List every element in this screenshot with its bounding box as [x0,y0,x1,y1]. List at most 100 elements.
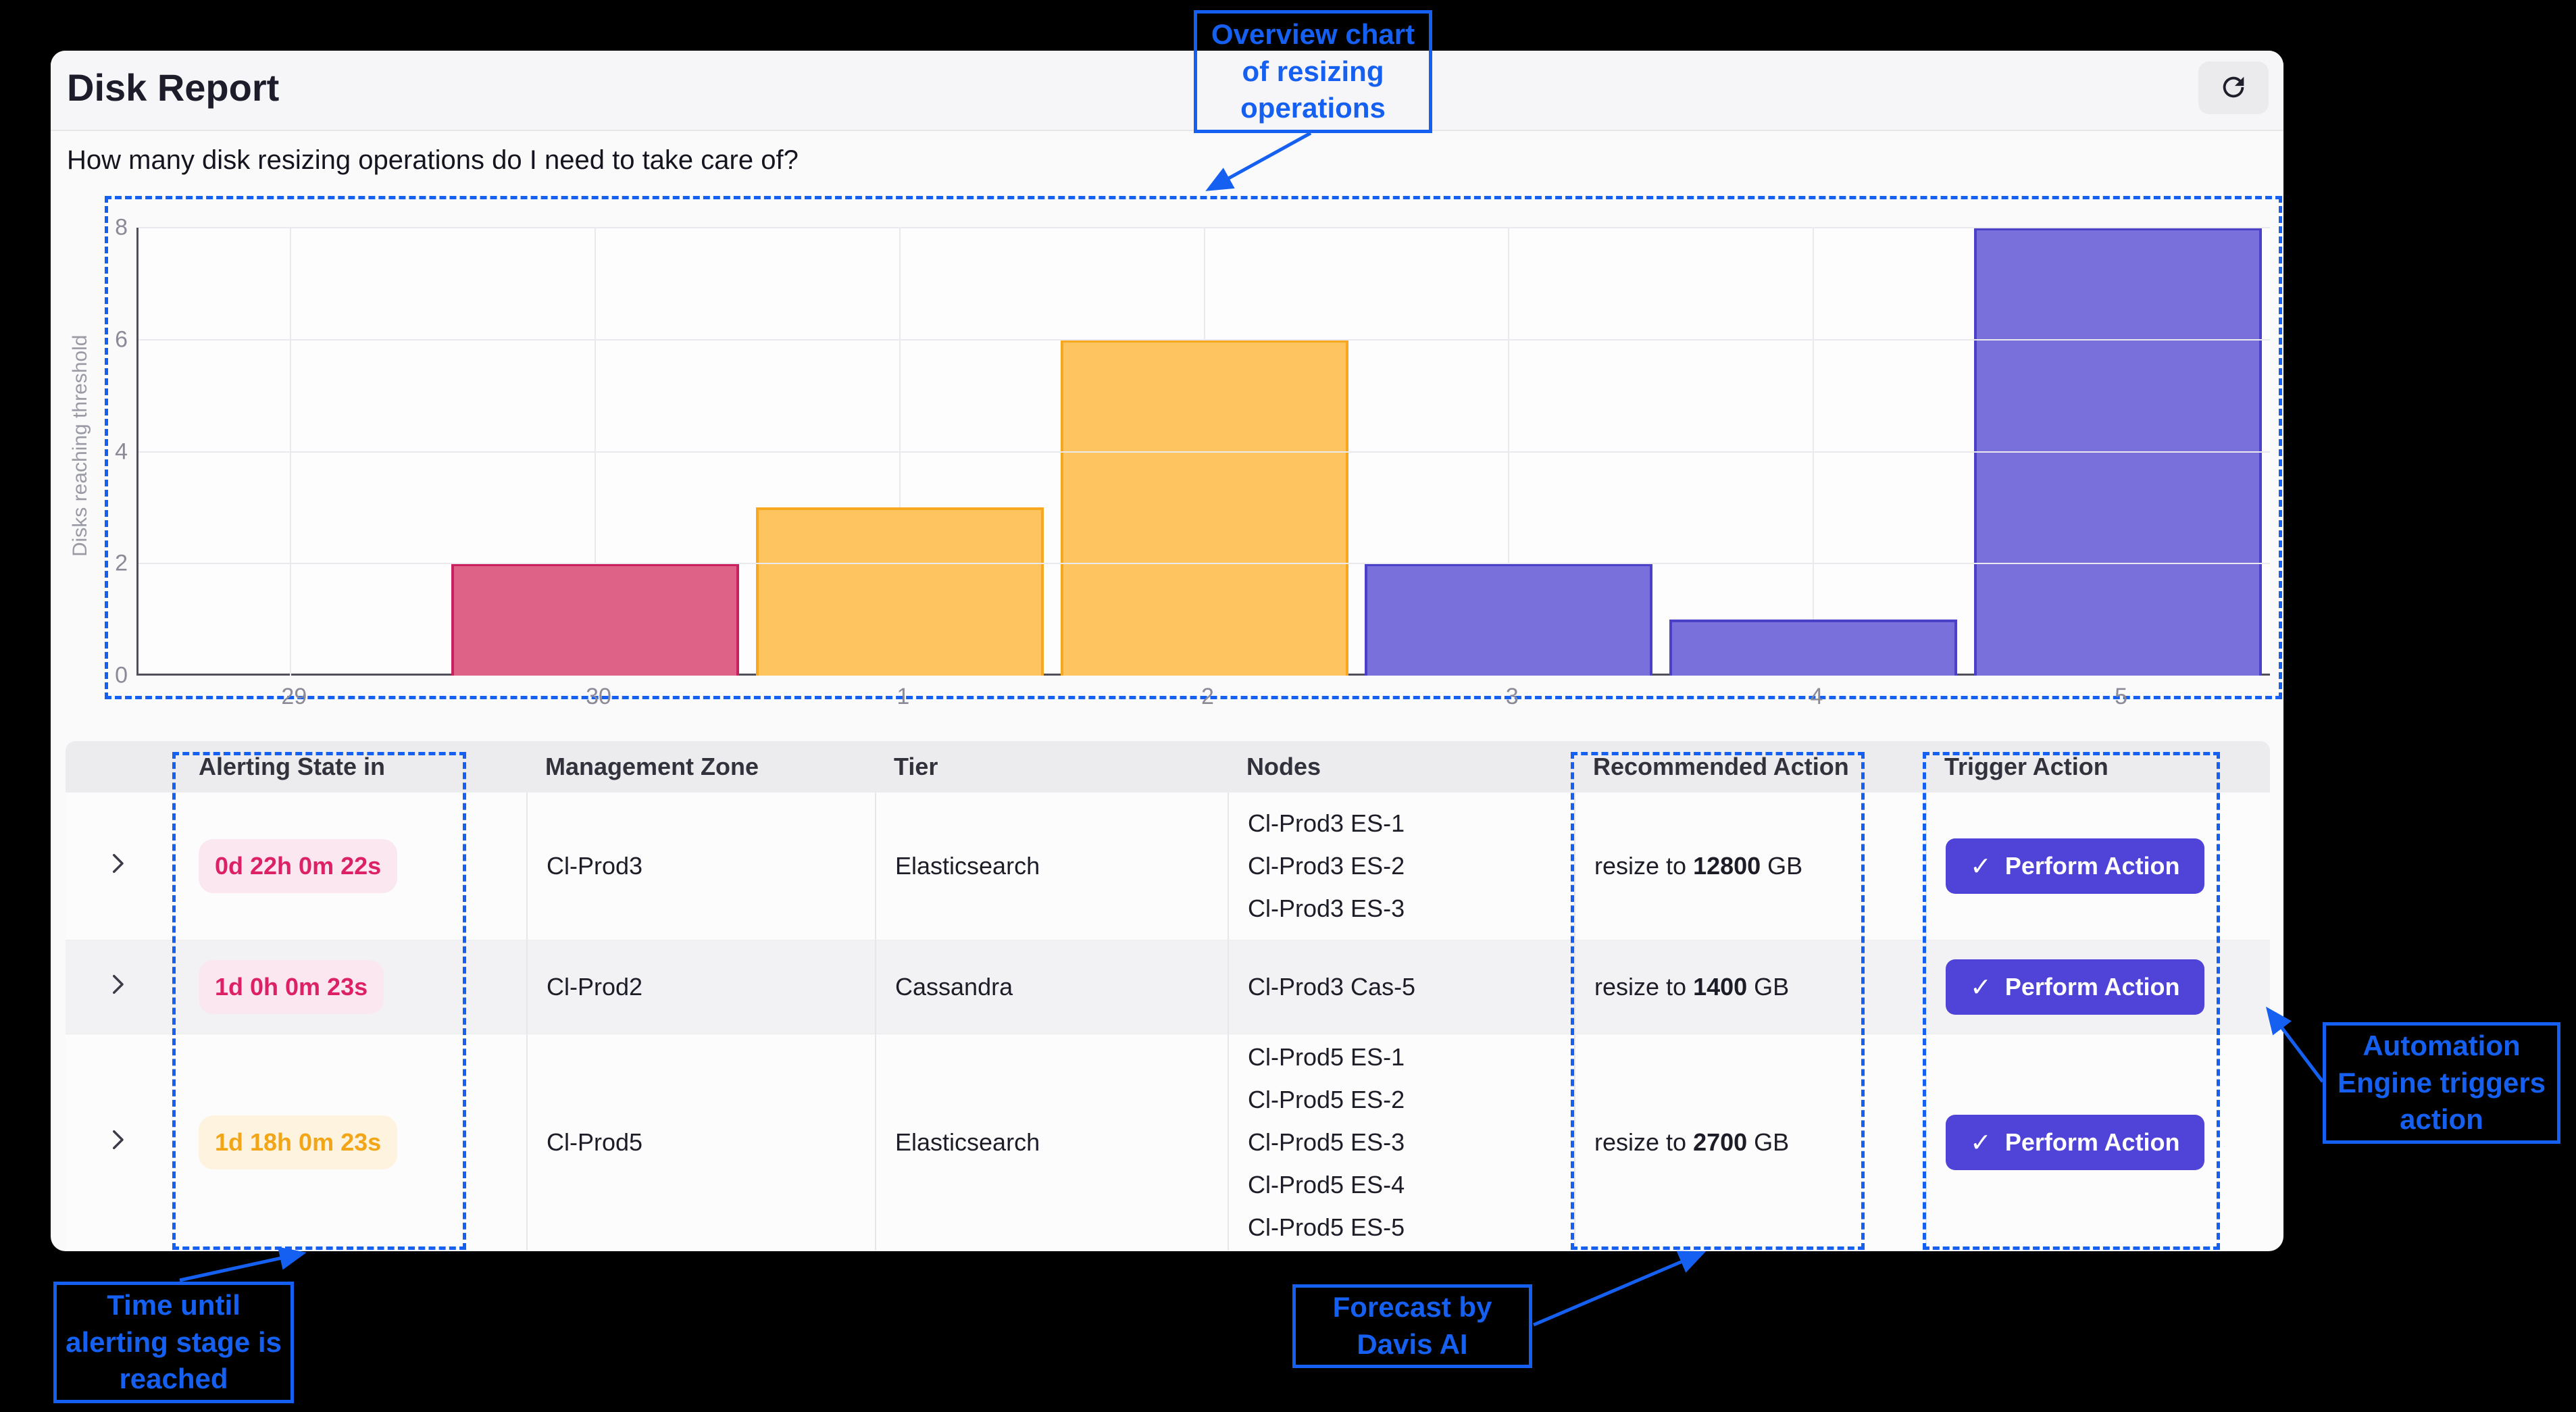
x-tick-label: 1 [896,684,910,709]
y-axis-title: Disks reaching threshold [69,334,91,557]
action-unit: GB [1767,852,1803,880]
expand-row-button[interactable] [66,940,169,1034]
alerting-state-badge: 0d 22h 0m 22s [199,839,398,893]
callout-time-until-alerting: Time until alerting stage is reached [53,1282,294,1403]
table-row: 0d 22h 0m 22s Cl-Prod3 Elasticsearch Cl-… [66,792,2270,940]
chevron-right-icon [103,1126,132,1160]
alerting-state-badge: 1d 18h 0m 23s [199,1115,398,1169]
header-cell-tier: Tier [894,752,938,780]
header-cell-nodes: Nodes [1246,752,1321,780]
callout-automation-engine: Automation Engine triggers action [2323,1022,2560,1144]
y-tick-label: 6 [115,326,128,353]
x-tick-label: 2 [1201,684,1214,709]
chevron-right-icon [103,970,132,1005]
action-value: 12800 [1693,852,1761,880]
table-row: 1d 18h 0m 23s Cl-Prod5 Elasticsearch Cl-… [66,1034,2270,1251]
chevron-right-icon [103,849,132,884]
refresh-button[interactable] [2198,61,2269,114]
nodes-cell: Cl-Prod3 ES-1 Cl-Prod3 ES-2 Cl-Prod3 ES-… [1228,792,1574,940]
x-tick-label: 5 [2115,684,2128,709]
header-cell-management-zone: Management Zone [545,752,759,780]
action-unit: GB [1754,1128,1790,1156]
nodes-cell: Cl-Prod5 ES-1 Cl-Prod5 ES-2 Cl-Prod5 ES-… [1228,1034,1574,1251]
tier-cell: Elasticsearch [875,1034,1228,1251]
node-name: Cl-Prod5 ES-1 [1248,1043,1405,1071]
callout-forecast-davis-ai: Forecast by Davis AI [1292,1284,1532,1368]
expand-row-button[interactable] [66,792,169,940]
node-name: Cl-Prod5 ES-2 [1248,1086,1405,1113]
perform-action-label: Perform Action [2004,1128,2180,1156]
table-header-row: Alerting State in Management Zone Tier N… [66,741,2270,792]
trigger-action-cell: ✓ Perform Action [1925,792,2270,940]
management-zone-cell: Cl-Prod3 [526,792,875,940]
alerting-state-cell: 0d 22h 0m 22s [169,792,526,940]
question-text: How many disk resizing operations do I n… [67,145,799,175]
management-zone-cell: Cl-Prod5 [526,1034,875,1251]
card-header: Disk Report [51,51,2283,131]
x-tick-label: 3 [1505,684,1519,709]
horizontal-gridline [138,451,2270,453]
horizontal-gridline [138,227,2270,228]
node-name: Cl-Prod3 Cas-5 [1248,973,1416,1001]
action-prefix: resize to [1594,852,1687,880]
page-title: Disk Report [67,66,280,109]
chart-annotation-outline: 0 2 4 6 8 29 30 1 2 3 4 5 [105,196,2282,709]
y-tick-label: 4 [115,438,128,464]
node-name: Cl-Prod5 ES-5 [1248,1213,1405,1241]
perform-action-button[interactable]: ✓ Perform Action [1946,1115,2204,1170]
perform-action-button[interactable]: ✓ Perform Action [1946,838,2204,894]
bar-30[interactable] [451,563,740,676]
horizontal-gridline [138,563,2270,565]
x-axis-ticks: 29 30 1 2 3 4 5 [142,684,2273,709]
check-icon: ✓ [1970,973,1992,1002]
y-tick-label: 0 [115,662,128,688]
perform-action-label: Perform Action [2004,852,2180,880]
bar-2[interactable] [1060,339,1348,676]
alerting-state-badge: 1d 0h 0m 23s [199,960,384,1014]
x-tick-label: 4 [1810,684,1823,709]
y-tick-label: 2 [115,550,128,576]
node-name: Cl-Prod3 ES-3 [1248,894,1405,922]
header-cell-alerting-state: Alerting State in [199,752,386,780]
y-tick-label: 8 [115,214,128,241]
action-value: 1400 [1693,973,1748,1001]
nodes-cell: Cl-Prod3 Cas-5 [1228,940,1574,1034]
header-cell-trigger-action: Trigger Action [1944,752,2108,780]
disk-table: Alerting State in Management Zone Tier N… [66,741,2270,1251]
bar-4[interactable] [1669,620,1957,676]
tier-cell: Cassandra [875,940,1228,1034]
node-name: Cl-Prod3 ES-2 [1248,852,1405,880]
tier-cell: Elasticsearch [875,792,1228,940]
disk-report-card: Disk Report How many disk resizing opera… [51,51,2283,1251]
alerting-state-cell: 1d 0h 0m 23s [169,940,526,1034]
recommended-action-cell: resize to 1400 GB [1574,940,1925,1034]
action-prefix: resize to [1594,1128,1687,1156]
perform-action-label: Perform Action [2004,973,2180,1001]
bar-1[interactable] [755,507,1044,676]
chart-plot: 0 2 4 6 8 [115,215,2270,688]
table-row: 1d 0h 0m 23s Cl-Prod2 Cassandra Cl-Prod3… [66,940,2270,1034]
action-value: 2700 [1693,1128,1748,1156]
x-tick-label: 30 [586,684,611,709]
action-unit: GB [1754,973,1790,1001]
node-name: Cl-Prod5 ES-4 [1248,1171,1405,1199]
bar-3[interactable] [1365,563,1653,676]
refresh-icon [2218,72,2249,105]
action-prefix: resize to [1594,973,1687,1001]
node-name: Cl-Prod3 ES-1 [1248,809,1405,837]
check-icon: ✓ [1970,1128,1992,1157]
x-tick-label: 29 [281,684,307,709]
alerting-state-cell: 1d 18h 0m 23s [169,1034,526,1251]
check-icon: ✓ [1970,852,1992,881]
expand-row-button[interactable] [66,1034,169,1251]
perform-action-button[interactable]: ✓ Perform Action [1946,959,2204,1015]
trigger-action-cell: ✓ Perform Action [1925,1034,2270,1251]
trigger-action-cell: ✓ Perform Action [1925,940,2270,1034]
recommended-action-cell: resize to 2700 GB [1574,1034,1925,1251]
management-zone-cell: Cl-Prod2 [526,940,875,1034]
y-axis-line [136,228,138,676]
recommended-action-cell: resize to 12800 GB [1574,792,1925,940]
horizontal-gridline [138,338,2270,341]
header-cell-recommended-action: Recommended Action [1593,752,1849,780]
